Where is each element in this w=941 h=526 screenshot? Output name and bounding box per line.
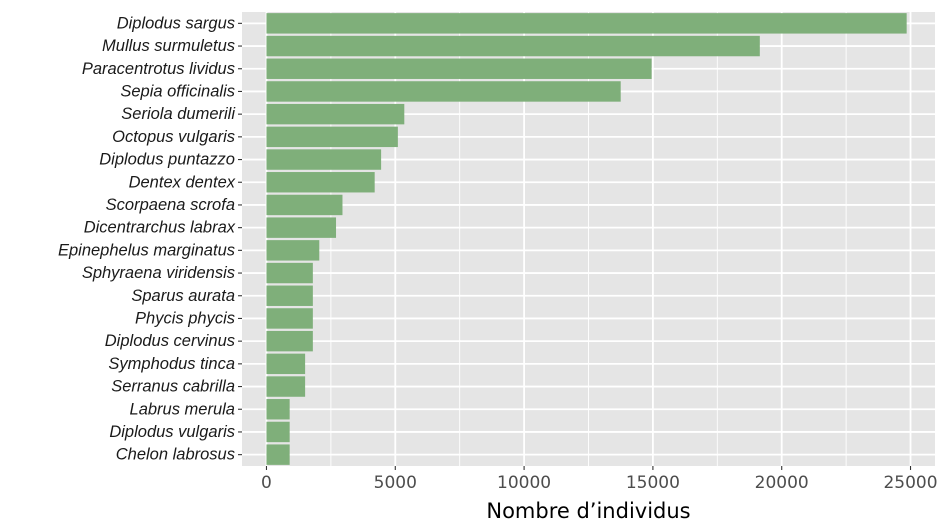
bar: [266, 58, 652, 79]
bar: [266, 103, 405, 125]
y-tick-label: Chelon labrosus: [116, 446, 235, 464]
y-tick-label: Dentex dentex: [129, 173, 236, 191]
bar: [266, 262, 313, 284]
bar: [266, 172, 375, 193]
y-tick-label: Seriola dumerili: [121, 105, 236, 123]
y-tick-label: Symphodus tinca: [108, 355, 235, 373]
y-tick-label: Serranus cabrilla: [111, 378, 235, 396]
bar: [266, 81, 621, 102]
bar: [266, 240, 320, 261]
x-axis: 0 5000 10000 15000 20000 25000: [261, 466, 938, 493]
y-tick-label: Sepia officinalis: [120, 82, 235, 100]
bars: [266, 13, 907, 465]
bar: [266, 217, 337, 238]
y-tick-label: Epinephelus marginatus: [58, 241, 235, 259]
y-tick-label: Sphyraena viridensis: [82, 264, 235, 282]
bar: [266, 308, 313, 329]
y-tick-label: Phycis phycis: [135, 309, 235, 327]
y-tick-label: Octopus vulgaris: [112, 128, 235, 146]
y-tick-label: Dicentrarchus labrax: [84, 219, 236, 237]
x-axis-title: Nombre d’individus: [486, 499, 690, 523]
bar: [266, 421, 290, 443]
x-tick-label: 5000: [374, 473, 417, 493]
y-tick-label: Diplodus vulgaris: [109, 423, 235, 441]
bar: [266, 330, 313, 352]
y-tick-label: Labrus merula: [130, 400, 235, 418]
y-axis: Diplodus sargus Mullus surmuletus Paracent…: [58, 14, 242, 464]
x-tick-label: 15000: [626, 473, 680, 493]
bar: [266, 444, 290, 465]
bar: [266, 35, 760, 57]
bar: [266, 376, 306, 397]
x-tick-label: 10000: [497, 473, 551, 493]
y-tick-label: Diplodus puntazzo: [99, 151, 235, 169]
x-tick-label: 0: [261, 473, 272, 493]
y-tick-label: Diplodus sargus: [117, 14, 235, 32]
bar: [266, 149, 382, 170]
bar: [266, 126, 398, 148]
x-tick-label: 25000: [883, 473, 937, 493]
y-tick-label: Scorpaena scrofa: [106, 196, 235, 214]
y-tick-label: Diplodus cervinus: [105, 332, 235, 350]
bar: [266, 353, 306, 375]
bar: [266, 13, 907, 34]
y-tick-label: Paracentrotus lividus: [82, 60, 235, 78]
y-tick-label: Sparus aurata: [131, 287, 235, 305]
bar: [266, 285, 313, 306]
bar: [266, 194, 343, 216]
x-tick-label: 20000: [755, 473, 809, 493]
bar: [266, 399, 290, 420]
y-tick-label: Mullus surmuletus: [102, 37, 235, 55]
